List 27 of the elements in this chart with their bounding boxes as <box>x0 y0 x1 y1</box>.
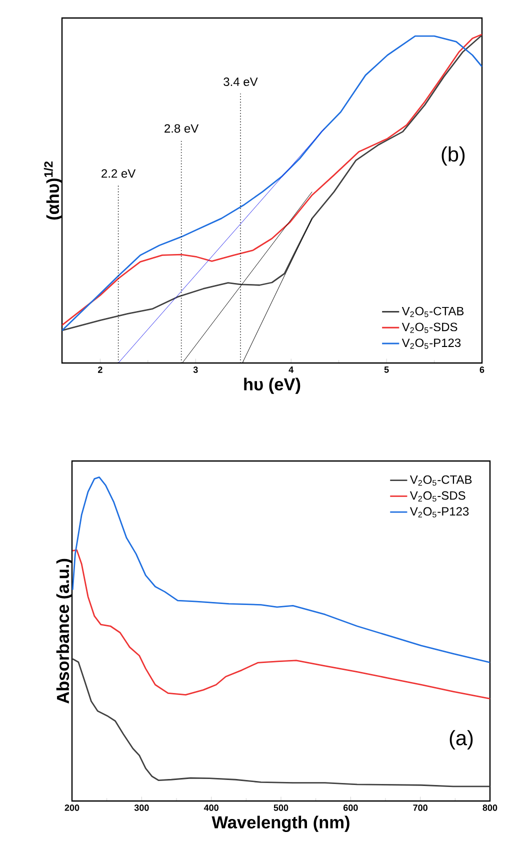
legend-label: V$_{2}$O$_{5}$-P123 <box>402 338 461 349</box>
legend-label: V$_{2}$O$_{5}$-P123 <box>410 507 469 518</box>
x-tick-label: 6 <box>480 366 484 373</box>
x-tick-label: 600 <box>343 804 358 811</box>
x-axis-title: hυ (eV) <box>244 378 300 394</box>
legend-label: V$_{2}$O$_{5}$-SDS <box>410 491 466 502</box>
x-tick-label: 500 <box>274 804 288 811</box>
y-axis-title: (αhυ)$^{1/2}$ <box>44 162 62 220</box>
x-tick-label: 5 <box>384 366 389 373</box>
annotation: 2.8 eV <box>164 124 199 133</box>
y-axis-title: Absorbance (a.u.) <box>56 558 72 704</box>
x-tick-label: 2 <box>98 366 102 373</box>
x-tick-label: 300 <box>134 804 149 811</box>
annotation: 2.2 eV <box>102 169 136 178</box>
legend-label: V$_{2}$O$_{5}$-CTAB <box>402 306 464 318</box>
legend-label: V$_{2}$O$_{5}$-SDS <box>402 322 458 333</box>
x-axis-title: Wavelength (nm) <box>212 816 350 832</box>
x-tick-label: 4 <box>288 366 294 373</box>
x-tick-label: 3 <box>193 366 198 373</box>
x-tick-label: 800 <box>482 804 498 811</box>
legend-label: V$_{2}$O$_{5}$-CTAB <box>410 475 472 486</box>
x-tick-label: 200 <box>64 804 80 811</box>
annotation: (b) <box>442 146 465 166</box>
x-tick-label: 400 <box>204 804 218 811</box>
annotation: 3.4 eV <box>224 78 258 86</box>
x-tick-label: 700 <box>413 804 428 811</box>
annotation: (a) <box>450 730 473 750</box>
